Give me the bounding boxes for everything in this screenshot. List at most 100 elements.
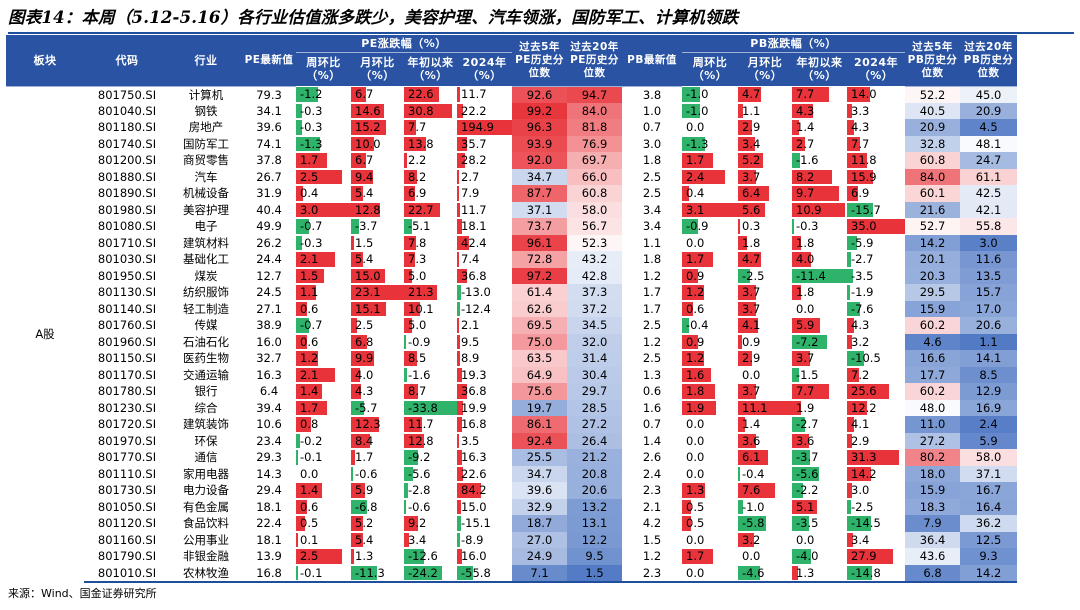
- cell-pb: 4.2: [642, 516, 662, 531]
- data-bar-pb-y: [792, 235, 801, 250]
- cell-value: -0.1: [300, 450, 323, 465]
- cell-pb-w: 1.2: [682, 350, 738, 367]
- table-row: 801130.SI 纺织服饰 24.5 1.1 23.1 21.3 -13.0 61.4 37.…: [6, 284, 1017, 301]
- cell-pb-24: 14.2: [847, 466, 905, 483]
- data-bar-pb-y: [792, 450, 810, 465]
- cell-pb-p20: 42.1: [960, 201, 1017, 218]
- cell-pe-y: -0.6: [404, 499, 457, 516]
- cell-value: 0.0: [796, 532, 815, 547]
- cell-pe-p5: 86.1: [512, 416, 567, 433]
- cell-value: 1.1: [742, 103, 761, 118]
- data-bar-pb-m: [738, 252, 761, 267]
- cell-pb-y: 1.4: [792, 119, 847, 136]
- data-bar-pb-24: [847, 384, 890, 399]
- cell-pb-p5: 60.2: [905, 383, 960, 400]
- header-pe-change-group: PE涨跌幅（%）: [296, 35, 512, 53]
- cell-pe: 16.0: [256, 334, 282, 349]
- data-bar-pe-m: [351, 136, 374, 151]
- data-bar-pb-y: [792, 153, 800, 168]
- cell-value: 0.0: [686, 450, 705, 465]
- cell-pb: 2.3: [622, 564, 682, 583]
- cell-pe-m: -5.7: [351, 400, 404, 417]
- cell-value: 1.7: [300, 153, 319, 168]
- cell-value: 2.2: [408, 153, 427, 168]
- cell-pe-m: 9.4: [351, 169, 404, 186]
- cell-value: 7.7: [851, 136, 870, 151]
- cell-pe-w: -1.2: [296, 86, 351, 103]
- cell-pe-m: 1.3: [351, 548, 404, 565]
- cell-pb-p20: 3.0: [960, 234, 1017, 251]
- table-row: 801890.SI 机械设备 31.9 0.4 5.4 6.9 7.9 87.7 60.8 2.5…: [6, 185, 1017, 202]
- data-bar-pb-24: [847, 169, 874, 184]
- cell-pb-24: -10.5: [847, 350, 905, 367]
- cell-pb-w: 0.9: [682, 268, 738, 285]
- cell-value: 9.9: [355, 351, 374, 366]
- cell-pe-p5: 25.5: [512, 449, 567, 466]
- cell-value: 22.2: [461, 103, 487, 118]
- cell-value: 1.3: [686, 483, 705, 498]
- cell-value: -2.7: [796, 417, 819, 432]
- cell-pb-w: 0.4: [682, 185, 738, 202]
- data-bar-pb-y: [792, 87, 830, 102]
- data-bar-pe-m: [351, 268, 386, 283]
- cell-pb-m: 6.1: [738, 449, 792, 466]
- cell-pe-y: 22.6: [404, 86, 457, 103]
- cell-pe-y: 3.4: [404, 532, 457, 549]
- cell-pb-p5: 20.3: [905, 267, 960, 284]
- cell-value: 7.4: [461, 252, 480, 267]
- cell-pe-w: 0.1: [296, 532, 351, 549]
- cell-name: 机械设备: [183, 186, 229, 201]
- cell-value: 3.7: [796, 351, 815, 366]
- cell-pb-y: -4.0: [792, 548, 847, 565]
- cell-pe-p5: 87.7: [512, 185, 567, 202]
- cell-code: 801750.SI: [97, 87, 157, 102]
- data-bar-pb-m: [738, 136, 755, 151]
- cell-value: 15.1: [355, 301, 381, 316]
- table-row: 801710.SI 建筑材料 26.2 -0.3 1.5 7.8 42.4 96.1 52.3 1…: [6, 234, 1017, 252]
- cell-pe-w: -0.2: [296, 433, 351, 450]
- cell-pe-y: 7.8: [404, 235, 457, 252]
- cell-value: -2.2: [796, 483, 819, 498]
- cell-value: 8.2: [408, 169, 427, 184]
- data-bar-pe-24: [457, 285, 461, 300]
- cell-name: 非银金融: [183, 549, 229, 564]
- cell-pb-w: 1.9: [682, 400, 738, 417]
- cell-value: -7.2: [796, 334, 819, 349]
- cell-value: -0.3: [300, 235, 323, 250]
- data-bar-pe-m: [351, 252, 364, 267]
- data-bar-pe-w: [296, 285, 317, 300]
- cell-code: 801080.SI: [97, 219, 157, 234]
- cell-pb: 1.2: [642, 268, 662, 283]
- cell-name: 钢铁: [194, 103, 218, 118]
- cell-code: 801980.SI: [97, 202, 157, 217]
- data-bar-pb-24: [847, 334, 853, 349]
- data-bar-pb-24: [847, 318, 855, 333]
- table-row: 801160.SI 公用事业 18.1 0.1 5.4 3.4 -8.9 27.0 12.2 1.…: [6, 531, 1017, 549]
- cell-name: 建筑装饰: [183, 417, 229, 432]
- cell-value: 0.0: [686, 466, 705, 481]
- cell-pb-y: 4.0: [792, 251, 847, 268]
- cell-name: 银行: [194, 384, 218, 399]
- data-bar-pb-24: [847, 252, 852, 267]
- cell-value: 16.3: [461, 450, 487, 465]
- cell-name: 公用事业: [183, 532, 229, 547]
- data-bar-pe-24: [457, 450, 462, 465]
- cell-pe-w: -0.3: [296, 119, 351, 136]
- cell-pe-m: 2.5: [351, 317, 404, 334]
- data-bar-pb-w: [682, 285, 704, 300]
- cell-value: -12.6: [408, 549, 438, 564]
- cell-pe-24: 15.0: [457, 499, 512, 516]
- data-bar-pe-y: [404, 103, 453, 118]
- cell-pe-m: 15.0: [351, 268, 404, 285]
- cell-pe-y: 2.2: [404, 152, 457, 169]
- cell-code: 801120.SI: [97, 516, 157, 531]
- data-bar-pb-m: [738, 351, 753, 366]
- data-bar-pe-m: [351, 301, 386, 316]
- cell-value: -7.6: [851, 301, 874, 316]
- data-bar-pe-m: [351, 235, 355, 250]
- cell-value: 8.4: [355, 433, 374, 448]
- cell-code: 801130.SI: [97, 285, 157, 300]
- cell-pb-p5: 18.3: [905, 498, 960, 515]
- cell-pb-p20: 36.2: [960, 515, 1017, 532]
- data-bar-pe-m: [351, 417, 380, 432]
